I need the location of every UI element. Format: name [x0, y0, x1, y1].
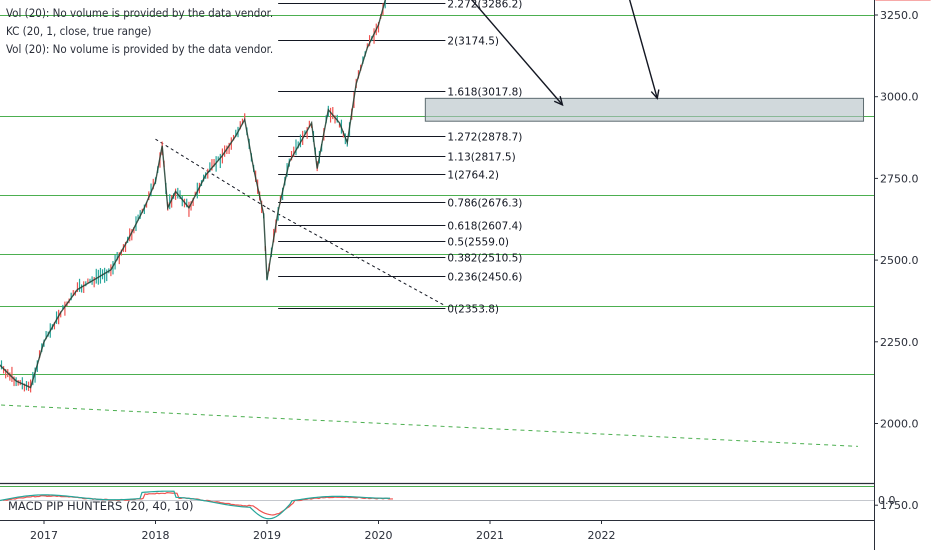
y-tick-label-5: 3250.0	[880, 9, 919, 22]
x-tick-label-1: 2018	[142, 529, 170, 542]
projection-arrow-1[interactable]	[596, 0, 658, 99]
y-tick-label-7: 2750.0	[880, 172, 919, 185]
macd-title: MACD PIP HUNTERS (20, 40, 10)	[8, 499, 193, 513]
x-tick-label-0: 2017	[30, 529, 58, 542]
fibonacci-extension: 3.618(3838.6)3.236(3681.8)3(3584.9)2.618…	[278, 0, 522, 316]
price-series	[0, 0, 392, 393]
fib-level-label-13: 0.382(2510.5)	[447, 253, 522, 265]
price-line[interactable]	[0, 0, 392, 389]
y-tick-label-6: 3000.0	[880, 91, 919, 104]
fib-level-label-14: 0.236(2450.6)	[447, 272, 522, 284]
legend-volume-1[interactable]: Vol (20): No volume is provided by the d…	[6, 6, 274, 20]
fib-level-label-7: 1.272(2878.7)	[447, 132, 522, 144]
time-axis: 2017 2018 2019 2020 2021 2022	[30, 520, 616, 542]
horizontal-levels	[0, 15, 874, 487]
y-tick-label-10: 2000.0	[880, 418, 919, 431]
macd-axis-label: 0.0	[878, 494, 896, 507]
projection-arrows	[445, 0, 660, 107]
fib-level-label-6: 1.618(3017.8)	[447, 87, 522, 99]
x-tick-label-4: 2021	[476, 529, 504, 542]
target-zone[interactable]	[424, 97, 865, 122]
fib-level-label-11: 0.618(2607.4)	[447, 221, 522, 233]
projection-arrow-0[interactable]	[445, 0, 564, 106]
long-term-trendline[interactable]	[0, 404, 858, 447]
y-tick-label-11: 1750.0	[880, 499, 919, 512]
fib-level-label-12: 0.5(2559.0)	[447, 237, 509, 249]
price-axis: 4500.04250.04000.03750.03500.03250.03000…	[874, 0, 931, 512]
y-tick-label-9: 2250.0	[880, 336, 919, 349]
trend-lines	[0, 138, 858, 447]
fib-level-label-10: 0.786(2676.3)	[447, 198, 522, 210]
x-tick-label-3: 2020	[365, 529, 393, 542]
legend-keltner[interactable]: KC (20, 1, close, true range)	[6, 24, 152, 38]
fib-trend-segment-0[interactable]	[155, 138, 268, 209]
fib-level-label-15: 0(2353.8)	[447, 304, 499, 316]
fib-trend-segment-1[interactable]	[266, 207, 446, 307]
fib-level-label-5: 2(3174.5)	[447, 36, 499, 48]
fib-level-label-8: 1.13(2817.5)	[447, 152, 515, 164]
zones	[424, 97, 865, 122]
arrow-head-0	[553, 95, 564, 107]
x-tick-label-2: 2019	[253, 529, 281, 542]
y-tick-label-8: 2500.0	[880, 254, 919, 267]
fib-level-label-9: 1(2764.2)	[447, 170, 499, 182]
x-tick-label-5: 2022	[588, 529, 616, 542]
macd-pane: MACD PIP HUNTERS (20, 40, 10) 0.0	[0, 490, 896, 520]
macd-line	[0, 490, 391, 520]
legend-volume-2[interactable]: Vol (20): No volume is provided by the d…	[6, 42, 274, 56]
fib-level-label-4: 2.272(3286.2)	[447, 0, 522, 11]
arrow-head-1	[650, 89, 660, 100]
